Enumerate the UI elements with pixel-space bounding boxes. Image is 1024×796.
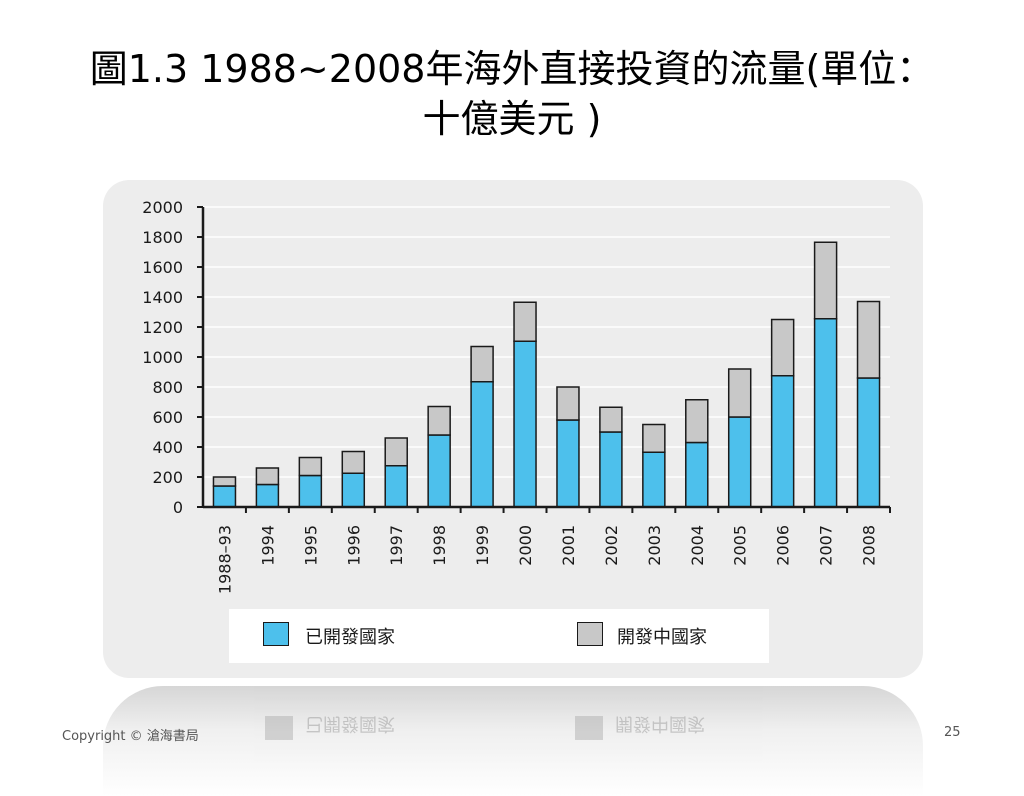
bar-developed	[856, 377, 881, 508]
legend-swatch-developing	[577, 622, 603, 646]
bar-developing	[770, 318, 795, 377]
bar-developing	[599, 406, 623, 433]
x-tick-label: 1999	[473, 525, 492, 566]
x-tick-label: 1988–93	[215, 525, 234, 594]
x-tick-label: 1995	[301, 525, 320, 566]
bar-developed	[770, 375, 795, 508]
y-tick-label: 1800	[142, 228, 183, 247]
bar-developing	[255, 467, 280, 486]
x-tick-label: 2003	[645, 525, 664, 566]
x-tick-label: 2002	[602, 525, 621, 566]
legend-label-developed: 已開發國家	[305, 627, 395, 648]
x-tick-label: 2005	[731, 525, 750, 566]
bar-developed	[384, 465, 408, 508]
chart-legend: 已開發國家 開發中國家	[229, 609, 769, 663]
page-number: 25	[944, 725, 961, 740]
x-tick-label: 2006	[774, 525, 793, 566]
bar-developed	[556, 419, 580, 508]
y-tick-label: 800	[152, 378, 183, 397]
y-tick-label: 1400	[142, 288, 183, 307]
bar-developed	[470, 381, 494, 508]
bar-developed	[685, 441, 709, 508]
slide-title: 圖1.3 1988~2008年海外直接投資的流量(單位： 十億美元 )	[40, 44, 984, 144]
bar-developed	[813, 318, 838, 508]
x-tick-label: 2000	[516, 525, 535, 566]
y-tick-label: 400	[152, 438, 183, 457]
bar-developing	[384, 437, 408, 467]
bar-developed	[599, 431, 623, 508]
bar-developed	[298, 474, 323, 508]
bar-developing	[470, 345, 494, 383]
bar-developing	[298, 456, 323, 477]
bar-developed	[727, 416, 752, 508]
x-tick-label: 1994	[258, 525, 277, 566]
y-tick-label: 200	[152, 468, 183, 487]
x-tick-label: 2007	[817, 525, 836, 566]
bar-developing	[556, 386, 580, 421]
x-tick-label: 1996	[344, 525, 363, 566]
bar-developed	[212, 485, 237, 508]
title-line-2: 十億美元 )	[422, 97, 602, 141]
bar-developed	[255, 483, 280, 508]
legend-swatch-developed	[263, 622, 289, 646]
x-tick-label: 2008	[860, 525, 879, 566]
bar-developed	[427, 434, 451, 508]
x-tick-label: 1997	[387, 525, 406, 566]
bar-developing	[341, 450, 366, 474]
reflection-swatch-developed	[265, 716, 293, 740]
y-tick-label: 1600	[142, 258, 183, 277]
bar-developing	[856, 300, 881, 379]
bar-developing	[813, 241, 838, 320]
bar-developed	[642, 451, 666, 508]
legend-label-developing: 開發中國家	[617, 627, 707, 648]
y-tick-label: 1000	[142, 348, 183, 367]
title-line-1: 圖1.3 1988~2008年海外直接投資的流量(單位：	[89, 47, 935, 91]
y-tick-label: 1200	[142, 318, 183, 337]
bar-developing	[427, 405, 451, 436]
bar-developing	[513, 301, 537, 342]
x-tick-label: 2001	[559, 525, 578, 566]
y-tick-label: 0	[173, 498, 183, 517]
reflection-swatch-developing	[575, 716, 603, 740]
bar-developed	[341, 472, 366, 508]
bar-developing	[727, 368, 752, 418]
copyright-text: Copyright © 滄海書局	[62, 729, 199, 744]
y-tick-label: 2000	[142, 198, 183, 217]
x-tick-label: 1998	[430, 525, 449, 566]
bar-developing	[642, 423, 666, 453]
bar-developing	[685, 399, 709, 444]
y-tick-label: 600	[152, 408, 183, 427]
x-tick-label: 2004	[688, 525, 707, 566]
bar-developing	[212, 476, 237, 487]
bar-developed	[513, 340, 537, 508]
bar-chart: 0 200 400 600 800 1000 1200 1400 1600 1800 2000 198…	[142, 198, 891, 594]
